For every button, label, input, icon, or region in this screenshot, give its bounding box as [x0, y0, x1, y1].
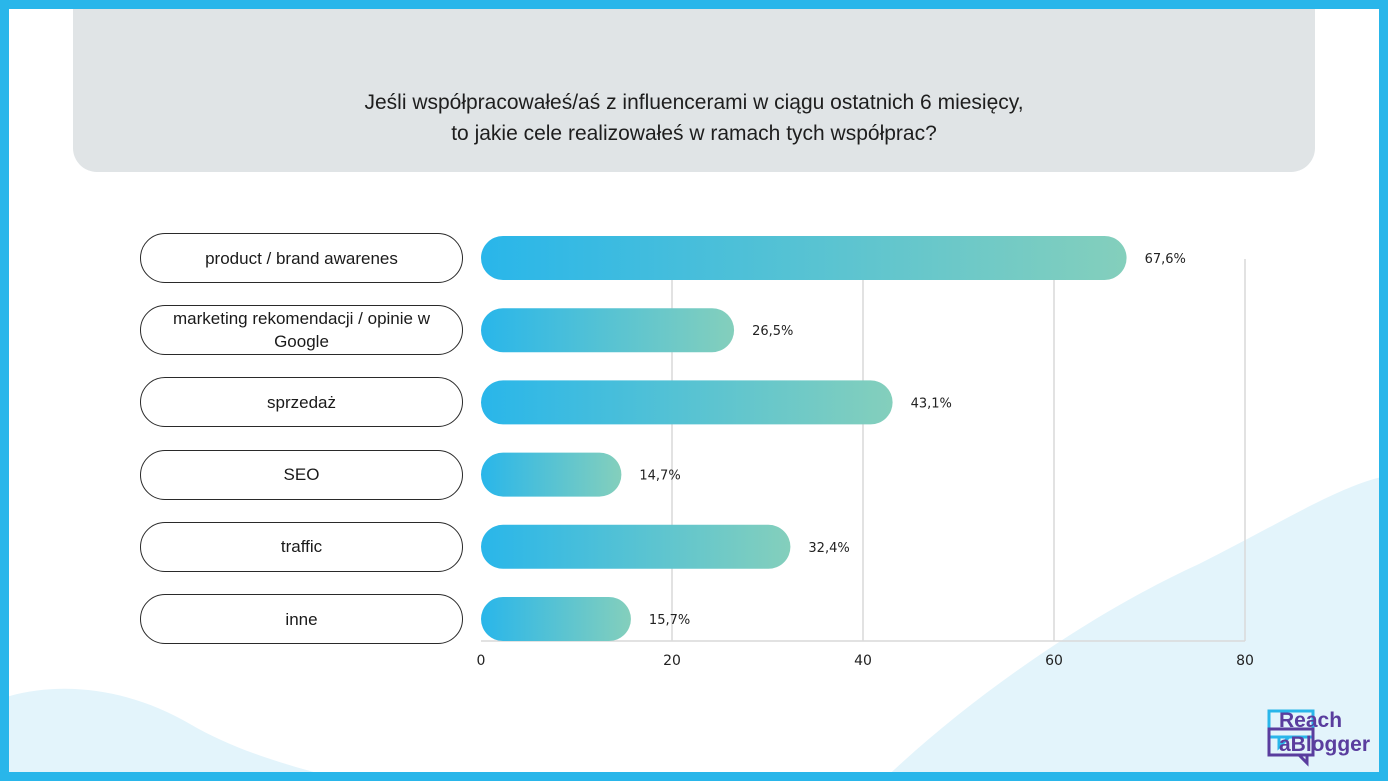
bar [481, 452, 622, 497]
logo-line-2: aBlogger [1279, 733, 1371, 756]
bar-value-label: 32,4% [808, 541, 849, 556]
x-axis-ticks: 0 20 40 60 80 [477, 653, 1254, 669]
bar-value-label: 14,7% [639, 469, 680, 484]
x-tick-label: 60 [1045, 653, 1063, 669]
category-label: SEO [140, 449, 463, 500]
category-label: inne [140, 594, 463, 644]
bar-value-label: 67,6% [1145, 252, 1186, 267]
category-label: sprzedaż [140, 377, 463, 428]
x-tick-label: 80 [1236, 653, 1254, 669]
bar [481, 308, 735, 353]
chart-bars: 67,6% 26,5% 43,1% 14,7% 32,4% 15,7% [481, 236, 1186, 641]
bar [481, 380, 893, 425]
logo-line-1: Reach [1279, 709, 1343, 732]
x-tick-label: 40 [854, 653, 872, 669]
page-title: Jeśli współpracowałeś/aś z influencerami… [73, 87, 1315, 149]
header-panel [73, 9, 1315, 172]
bar-value-label: 43,1% [911, 396, 952, 411]
bar-value-label: 26,5% [752, 324, 793, 339]
logo-icon [1267, 709, 1315, 767]
bar [481, 236, 1127, 280]
category-label: marketing rekomendacji / opinie w Google [140, 305, 463, 356]
x-tick-label: 20 [663, 653, 681, 669]
title-line-2: to jakie cele realizowałeś w ramach tych… [451, 122, 937, 145]
bar [481, 524, 791, 569]
bar-chart: 67,6% 26,5% 43,1% 14,7% 32,4% 15,7% 0 20 40 60 80 [477, 236, 1254, 669]
x-tick-label: 0 [477, 653, 486, 669]
category-label: traffic [140, 521, 463, 572]
bar-value-label: 15,7% [649, 613, 690, 628]
category-label: product / brand awarenes [140, 233, 463, 283]
bar [481, 597, 631, 641]
decor-wave-left [9, 688, 314, 772]
title-line-1: Jeśli współpracowałeś/aś z influencerami… [364, 91, 1024, 114]
logo-text: Reach aBlogger [1279, 709, 1370, 757]
decor-wave-right [891, 477, 1379, 772]
